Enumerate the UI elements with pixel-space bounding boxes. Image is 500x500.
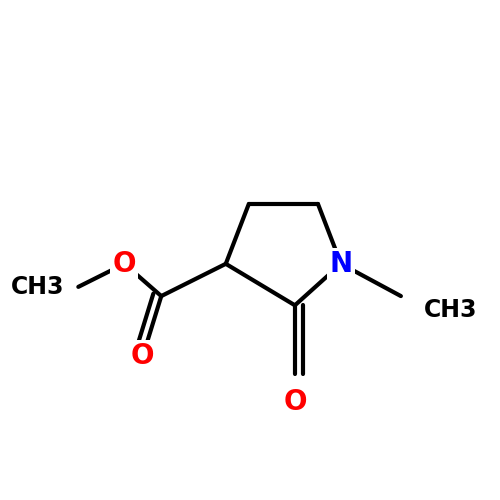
Text: CH3: CH3 bbox=[424, 298, 478, 322]
Text: O: O bbox=[283, 388, 306, 416]
Text: O: O bbox=[131, 342, 154, 370]
Text: O: O bbox=[112, 250, 136, 278]
Text: CH3: CH3 bbox=[11, 275, 64, 299]
Text: N: N bbox=[330, 250, 352, 278]
